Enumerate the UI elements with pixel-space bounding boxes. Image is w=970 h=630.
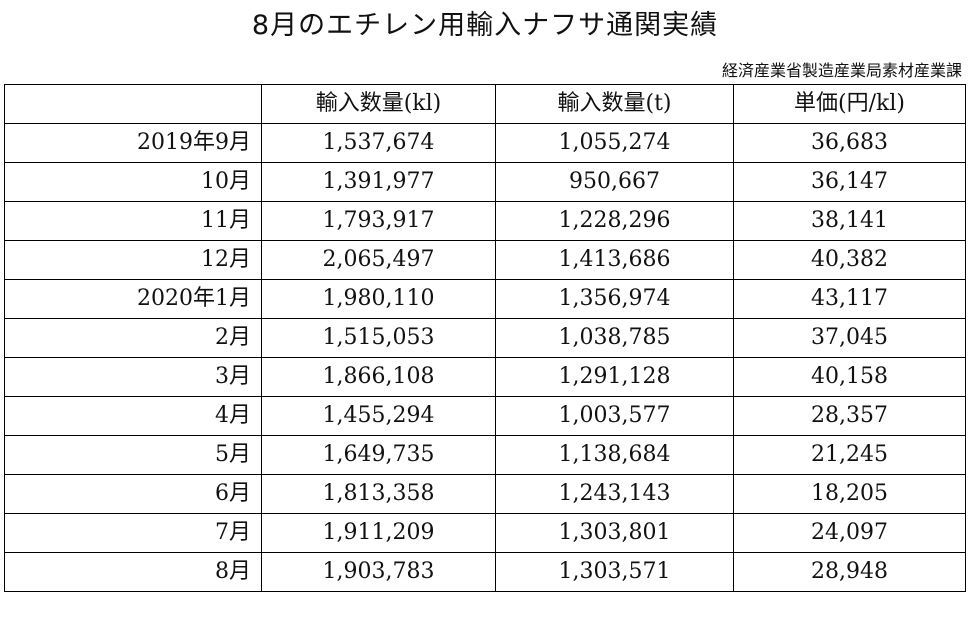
table-row: 11月 1,793,917 1,228,296 38,141 [4,201,966,241]
cell-volume-kl: 1,649,735 [261,435,496,475]
cell-volume-t: 1,055,274 [495,123,734,163]
cell-unit-price: 37,045 [733,318,966,358]
table-row: 10月 1,391,977 950,667 36,147 [4,162,966,202]
cell-volume-t: 1,303,571 [495,552,734,592]
cell-unit-price: 21,245 [733,435,966,475]
cell-volume-t: 1,356,974 [495,279,734,319]
table-row: 2020年1月 1,980,110 1,356,974 43,117 [4,279,966,319]
cell-volume-t: 1,413,686 [495,240,734,280]
cell-period: 2月 [4,318,262,358]
cell-volume-kl: 1,515,053 [261,318,496,358]
cell-volume-kl: 1,980,110 [261,279,496,319]
cell-unit-price: 28,357 [733,396,966,436]
table-body: 2019年9月 1,537,674 1,055,274 36,683 10月 1,391,… [4,123,966,592]
cell-volume-kl: 1,537,674 [261,123,496,163]
cell-volume-t: 1,243,143 [495,474,734,514]
cell-volume-t: 1,291,128 [495,357,734,397]
cell-unit-price: 36,147 [733,162,966,202]
table-row: 2月 1,515,053 1,038,785 37,045 [4,318,966,358]
cell-unit-price: 43,117 [733,279,966,319]
cell-period: 3月 [4,357,262,397]
table-row: 2019年9月 1,537,674 1,055,274 36,683 [4,123,966,163]
table-header-row: 輸入数量(kl) 輸入数量(t) 単価(円/kl) [4,84,966,124]
cell-unit-price: 28,948 [733,552,966,592]
cell-period: 2020年1月 [4,279,262,319]
source-attribution: 経済産業省製造産業局素材産業課 [721,61,962,80]
cell-volume-t: 1,138,684 [495,435,734,475]
cell-unit-price: 38,141 [733,201,966,241]
cell-volume-kl: 1,866,108 [261,357,496,397]
table-row: 7月 1,911,209 1,303,801 24,097 [4,513,966,553]
cell-volume-kl: 2,065,497 [261,240,496,280]
header-period [4,84,262,124]
cell-period: 6月 [4,474,262,514]
naphtha-import-table: 輸入数量(kl) 輸入数量(t) 単価(円/kl) 2019年9月 1,537,6… [4,84,966,592]
cell-period: 4月 [4,396,262,436]
header-volume-kl: 輸入数量(kl) [261,84,496,124]
cell-period: 7月 [4,513,262,553]
table-row: 5月 1,649,735 1,138,684 21,245 [4,435,966,475]
table-row: 4月 1,455,294 1,003,577 28,357 [4,396,966,436]
cell-volume-t: 1,303,801 [495,513,734,553]
table-row: 12月 2,065,497 1,413,686 40,382 [4,240,966,280]
table-row: 8月 1,903,783 1,303,571 28,948 [4,552,966,592]
header-unit-price: 単価(円/kl) [733,84,966,124]
cell-period: 5月 [4,435,262,475]
cell-volume-t: 1,038,785 [495,318,734,358]
cell-volume-t: 1,003,577 [495,396,734,436]
cell-unit-price: 24,097 [733,513,966,553]
cell-period: 12月 [4,240,262,280]
cell-volume-kl: 1,455,294 [261,396,496,436]
cell-volume-kl: 1,911,209 [261,513,496,553]
cell-unit-price: 36,683 [733,123,966,163]
cell-volume-t: 950,667 [495,162,734,202]
header-volume-t: 輸入数量(t) [495,84,734,124]
cell-volume-kl: 1,391,977 [261,162,496,202]
cell-unit-price: 40,158 [733,357,966,397]
cell-volume-t: 1,228,296 [495,201,734,241]
cell-unit-price: 18,205 [733,474,966,514]
table-row: 6月 1,813,358 1,243,143 18,205 [4,474,966,514]
cell-period: 8月 [4,552,262,592]
page-title: 8月のエチレン用輸入ナフサ通関実績 [251,10,719,41]
cell-volume-kl: 1,813,358 [261,474,496,514]
cell-period: 2019年9月 [4,123,262,163]
cell-volume-kl: 1,793,917 [261,201,496,241]
cell-period: 11月 [4,201,262,241]
cell-unit-price: 40,382 [733,240,966,280]
cell-period: 10月 [4,162,262,202]
cell-volume-kl: 1,903,783 [261,552,496,592]
table-row: 3月 1,866,108 1,291,128 40,158 [4,357,966,397]
